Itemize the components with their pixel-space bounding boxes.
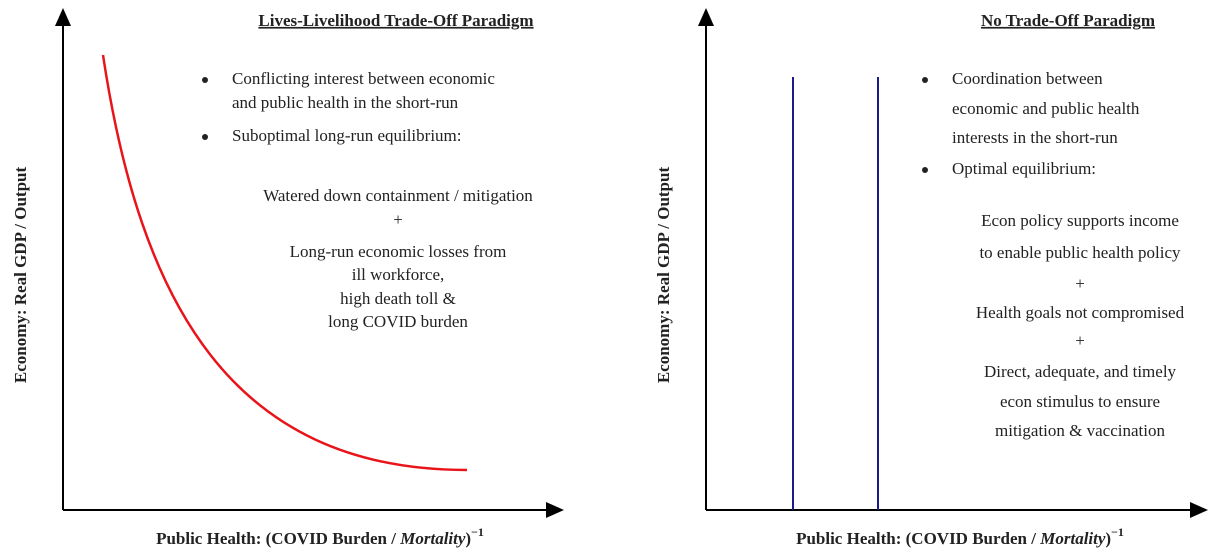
bullet-dot xyxy=(202,134,208,140)
x-label-italic: Mortality xyxy=(1039,529,1106,548)
x-axis-label: Public Health: (COVID Burden / Mortality… xyxy=(796,525,1124,548)
x-label-main: (COVID Burden / xyxy=(266,529,401,548)
body-text: + xyxy=(1075,274,1085,293)
bullet-text: interests in the short-run xyxy=(952,128,1118,147)
bullet-dot xyxy=(922,77,928,83)
bullet-text: Conflicting interest between economic xyxy=(232,69,495,88)
x-label-prefix: Public Health: xyxy=(796,529,906,548)
bullet-text: economic and public health xyxy=(952,99,1140,118)
body-text: Direct, adequate, and timely xyxy=(984,362,1177,381)
bullet-text: Suboptimal long-run equilibrium: xyxy=(232,126,461,145)
body-text: Long-run economic losses from xyxy=(290,242,507,261)
body-text: long COVID burden xyxy=(328,312,468,331)
x-label-close: ) xyxy=(1105,529,1111,548)
body-text: Econ policy supports income xyxy=(981,211,1179,230)
panel-title: Lives-Livelihood Trade-Off Paradigm xyxy=(258,11,533,30)
body-text: to enable public health policy xyxy=(979,243,1181,262)
x-label-close: ) xyxy=(465,529,471,548)
x-label-italic: Mortality xyxy=(399,529,466,548)
body-text: mitigation & vaccination xyxy=(995,421,1165,440)
x-label-sup: −1 xyxy=(1111,525,1124,539)
left-axes xyxy=(55,8,564,518)
bullet-text: Coordination between xyxy=(952,69,1103,88)
y-axis-label: Economy: Real GDP / Output xyxy=(654,167,673,384)
trade-off-curve xyxy=(101,54,468,472)
bullet-text: Optimal equilibrium: xyxy=(952,159,1096,178)
body-text: high death toll & xyxy=(340,289,456,308)
body-text: + xyxy=(393,210,403,229)
body-text: ill workforce, xyxy=(352,265,445,284)
x-axis-label: Public Health: (COVID Burden / Mortality… xyxy=(156,525,484,548)
x-label-main: (COVID Burden / xyxy=(906,529,1041,548)
panel-title: No Trade-Off Paradigm xyxy=(981,11,1155,30)
y-axis-label: Economy: Real GDP / Output xyxy=(11,167,30,384)
right-axes xyxy=(698,8,1208,518)
x-label-sup: −1 xyxy=(471,525,484,539)
bullet-dot xyxy=(922,167,928,173)
body-text: Health goals not compromised xyxy=(976,303,1185,322)
bullet-text: and public health in the short-run xyxy=(232,93,459,112)
body-text: econ stimulus to ensure xyxy=(1000,392,1160,411)
x-label-prefix: Public Health: xyxy=(156,529,266,548)
body-text: + xyxy=(1075,331,1085,350)
body-text: Watered down containment / mitigation xyxy=(263,186,533,205)
bullet-dot xyxy=(202,77,208,83)
